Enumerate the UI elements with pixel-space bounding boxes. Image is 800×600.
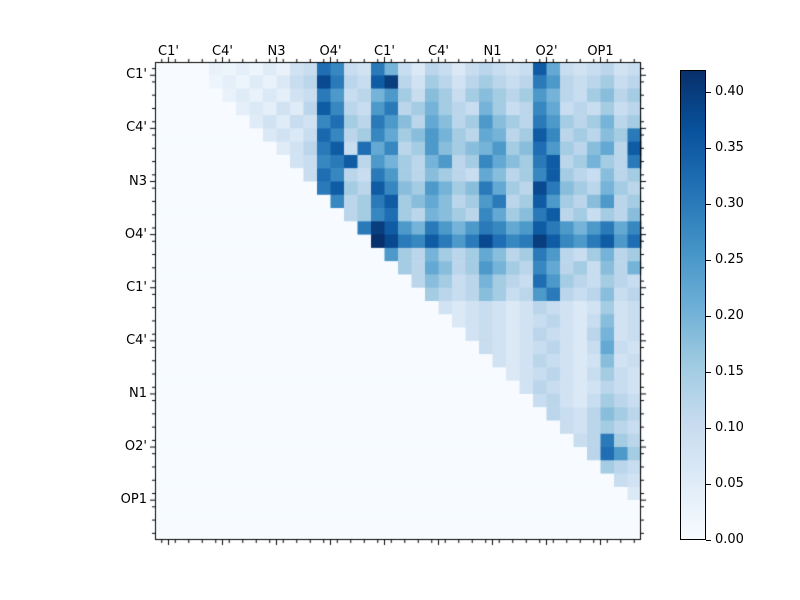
colorbar-tick	[706, 316, 711, 317]
colorbar-tick-label: 0.25	[715, 252, 744, 267]
x-tick-label: N1	[483, 44, 502, 59]
y-tick-label: O4'	[124, 226, 147, 242]
colorbar-tick	[706, 484, 711, 485]
y-tick-label: O2'	[124, 439, 147, 455]
colorbar-tick	[706, 540, 711, 541]
colorbar-tick	[706, 372, 711, 373]
colorbar-tick	[706, 148, 711, 149]
x-tick-label: O2'	[535, 44, 558, 59]
colorbar-tick	[706, 204, 711, 205]
y-tick-label: N1	[129, 385, 147, 401]
x-tick-label: OP1	[587, 44, 614, 59]
colorbar-tick	[706, 428, 711, 429]
colorbar-tick-label: 0.30	[715, 196, 744, 211]
colorbar-tick-label: 0.35	[715, 140, 744, 155]
y-tick-label: C4'	[126, 120, 147, 136]
x-tick-label: O4'	[319, 44, 342, 59]
y-tick-label: N3	[129, 173, 147, 189]
colorbar-tick-label: 0.40	[715, 84, 744, 99]
x-tick-label: C4'	[428, 44, 449, 59]
y-tick-label: OP1	[120, 492, 147, 508]
x-tick-label: N3	[267, 44, 286, 59]
heatmap-canvas	[149, 56, 647, 546]
colorbar	[680, 70, 706, 540]
colorbar-tick-label: 0.05	[715, 476, 744, 491]
y-tick-label: C1'	[126, 67, 147, 83]
colorbar-tick-label: 0.15	[715, 364, 744, 379]
colorbar-tick-label: 0.00	[715, 532, 744, 547]
colorbar-tick	[706, 92, 711, 93]
x-tick-label: C1'	[158, 44, 179, 59]
y-tick-label: C4'	[126, 332, 147, 348]
colorbar-tick	[706, 260, 711, 261]
colorbar-tick-label: 0.20	[715, 308, 744, 323]
x-tick-label: C1'	[374, 44, 395, 59]
colorbar-tick-label: 0.10	[715, 420, 744, 435]
y-tick-label: C1'	[126, 279, 147, 295]
x-tick-label: C4'	[212, 44, 233, 59]
